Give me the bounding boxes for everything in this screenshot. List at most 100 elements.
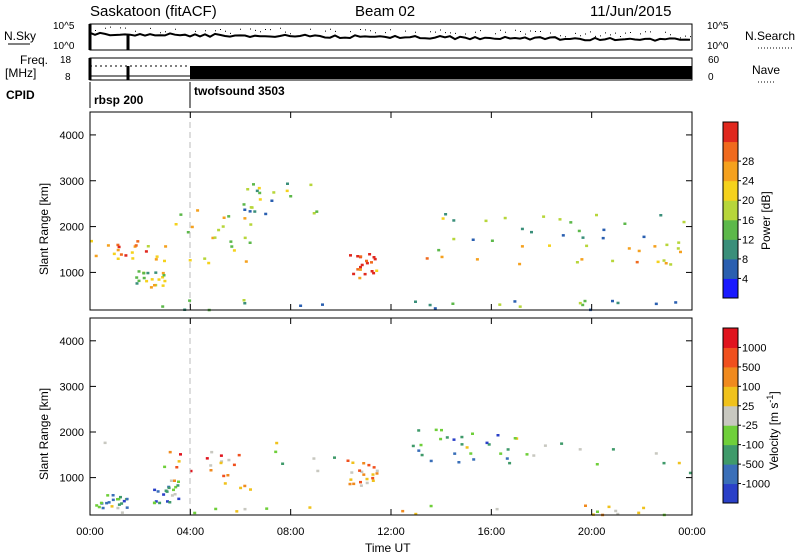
heatmap-cell [518, 262, 522, 266]
heatmap-cell [665, 243, 669, 247]
heatmap-cell [223, 482, 227, 485]
heatmap-cell [503, 216, 507, 220]
heatmap-cell [508, 461, 512, 465]
colorbar-swatch [723, 347, 738, 368]
heatmap-cell [257, 186, 261, 190]
heatmap-cell [308, 506, 312, 509]
colorbar-tick-label: 25 [742, 401, 754, 413]
x-tick-label: 12:00 [377, 526, 405, 538]
heatmap-cell [584, 504, 587, 507]
heatmap-cell [252, 183, 255, 186]
heatmap-cell [153, 284, 156, 287]
heatmap-cell [235, 510, 239, 513]
heatmap-cell [465, 446, 469, 449]
heatmap-cell [674, 301, 678, 304]
heatmap-cell [656, 260, 660, 264]
colorbar-tick-label: 100 [742, 381, 760, 393]
heatmap-cell [176, 484, 180, 487]
heatmap-cell [154, 271, 158, 274]
heatmap-cell [190, 225, 194, 229]
power-panel: 1000 2000 3000 4000 Slant Range [km] 4 8 12 16… [37, 111, 773, 312]
heatmap-cell [119, 253, 123, 256]
heatmap-cell [258, 191, 262, 195]
heatmap-cell [90, 239, 93, 243]
heatmap-cell [583, 299, 587, 303]
colorbar-tick-label: -100 [742, 440, 764, 452]
y-tick-label: 4000 [60, 130, 84, 142]
heatmap-cell [103, 441, 107, 445]
x-tick-label: 20:00 [578, 526, 606, 538]
x-tick-label: 16:00 [478, 526, 506, 538]
heatmap-cell [153, 488, 157, 492]
heatmap-cell [350, 471, 354, 474]
heatmap-cell [349, 478, 353, 481]
heatmap-cell [358, 276, 362, 280]
heatmap-cell [249, 206, 253, 209]
heatmap-cell [106, 494, 110, 497]
heatmap-cell [213, 236, 217, 239]
heatmap-cell [445, 436, 449, 439]
heatmap-cell [653, 245, 657, 248]
x-tick-label: 00:00 [678, 526, 706, 538]
heatmap-cell [505, 457, 509, 460]
heatmap-cell [460, 435, 464, 439]
colorbar-swatch [723, 122, 738, 143]
y-tick-label: 4000 [60, 336, 84, 348]
heatmap-cell [601, 236, 605, 240]
nsearch-label: N.Search [745, 29, 795, 43]
heatmap-cell [635, 260, 639, 264]
heatmap-cell [518, 305, 522, 308]
heatmap-cell [487, 443, 491, 446]
heatmap-cell [222, 216, 226, 219]
heatmap-cell [581, 303, 585, 307]
colorbar-swatch [723, 141, 738, 162]
heatmap-cell [131, 257, 135, 260]
freq-unit: [MHz] [5, 66, 36, 80]
heatmap-cell [222, 474, 226, 478]
heatmap-cell [111, 498, 115, 502]
heatmap-cell [375, 269, 379, 272]
heatmap-cell [585, 244, 589, 248]
heatmap-cell [264, 212, 268, 216]
velocity-colorbar: 1000 500 100 25 -25 -100 -500 -1000 [722, 327, 770, 504]
cpid-segment-rbsp: rbsp 200 [94, 93, 144, 107]
heatmap-cell [203, 257, 207, 260]
heatmap-cell [471, 432, 474, 435]
colorbar-swatch [723, 258, 738, 279]
heatmap-cell [124, 254, 128, 257]
heatmap-cell [372, 256, 376, 259]
beam-title: Beam 02 [355, 3, 415, 20]
heatmap-cell [371, 473, 375, 476]
colorbar-swatch [723, 425, 738, 446]
heatmap-cell [532, 454, 536, 457]
colorbar-tick-label: 12 [742, 234, 754, 246]
heatmap-cell [221, 225, 225, 228]
heatmap-cell [229, 240, 233, 243]
y-tick-label: 3000 [60, 176, 84, 188]
heatmap-cell [209, 464, 213, 467]
colorbar-frame [722, 121, 739, 299]
freq-trace-twofsound [190, 66, 692, 79]
heatmap-cell [569, 221, 573, 224]
heatmap-cell [122, 499, 126, 503]
heatmap-cell [244, 260, 248, 263]
heatmap-cell [360, 263, 364, 267]
heatmap-cell [116, 498, 119, 501]
heatmap-cell [370, 270, 374, 273]
heatmap-cell [371, 479, 375, 482]
colorbar-swatch [723, 386, 738, 407]
nsearch-tick-top: 10^5 [707, 21, 729, 32]
colorbar-tick-label: -1000 [742, 479, 770, 491]
heatmap-cell [616, 301, 620, 305]
heatmap-cell [349, 254, 352, 257]
heatmap-cell [375, 469, 379, 473]
colorbar-swatch [723, 483, 738, 504]
heatmap-cell [440, 428, 443, 432]
heatmap-cell [452, 438, 456, 441]
heatmap-cell [682, 220, 686, 224]
colorbar-tick-label: 500 [742, 362, 760, 374]
x-axis-label: Time UT [365, 541, 411, 554]
heatmap-cell [270, 199, 274, 202]
heatmap-cell [161, 276, 165, 279]
